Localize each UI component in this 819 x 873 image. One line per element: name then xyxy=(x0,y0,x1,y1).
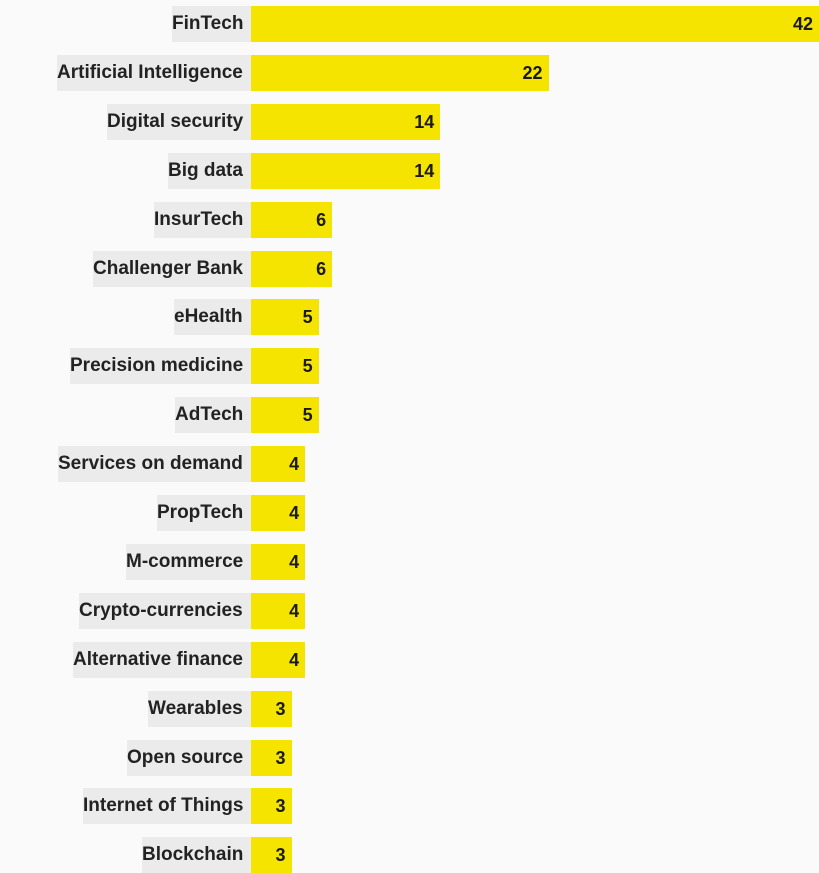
category-label: InsurTech xyxy=(154,202,251,238)
category-label: FinTech xyxy=(172,6,251,42)
data-label: 3 xyxy=(251,740,286,776)
category-label: Artificial Intelligence xyxy=(57,55,251,91)
category-label: Blockchain xyxy=(142,837,251,873)
category-label: Precision medicine xyxy=(70,348,251,384)
data-label: 14 xyxy=(251,153,434,189)
data-label: 4 xyxy=(251,544,299,580)
data-label: 5 xyxy=(251,348,313,384)
category-label: Wearables xyxy=(148,691,251,727)
category-label: PropTech xyxy=(157,495,251,531)
data-label: 3 xyxy=(251,691,286,727)
category-label: Internet of Things xyxy=(83,788,251,824)
category-label: Big data xyxy=(168,153,251,189)
data-label: 4 xyxy=(251,495,299,531)
category-label: Digital security xyxy=(107,104,251,140)
data-label: 4 xyxy=(251,593,299,629)
data-label: 6 xyxy=(251,251,326,287)
category-label: eHealth xyxy=(174,299,251,335)
data-label: 6 xyxy=(251,202,326,238)
data-label: 42 xyxy=(251,6,813,42)
data-label: 3 xyxy=(251,837,286,873)
category-label: Crypto-currencies xyxy=(79,593,251,629)
data-label: 4 xyxy=(251,446,299,482)
category-label: Services on demand xyxy=(58,446,251,482)
category-label: Open source xyxy=(127,740,251,776)
data-label: 3 xyxy=(251,788,286,824)
data-label: 5 xyxy=(251,299,313,335)
data-label: 14 xyxy=(251,104,434,140)
data-label: 4 xyxy=(251,642,299,678)
category-label: AdTech xyxy=(175,397,251,433)
data-label: 22 xyxy=(251,55,543,91)
data-label: 5 xyxy=(251,397,313,433)
category-label: Challenger Bank xyxy=(93,251,251,287)
category-label: Alternative finance xyxy=(73,642,251,678)
category-label: M-commerce xyxy=(126,544,251,580)
